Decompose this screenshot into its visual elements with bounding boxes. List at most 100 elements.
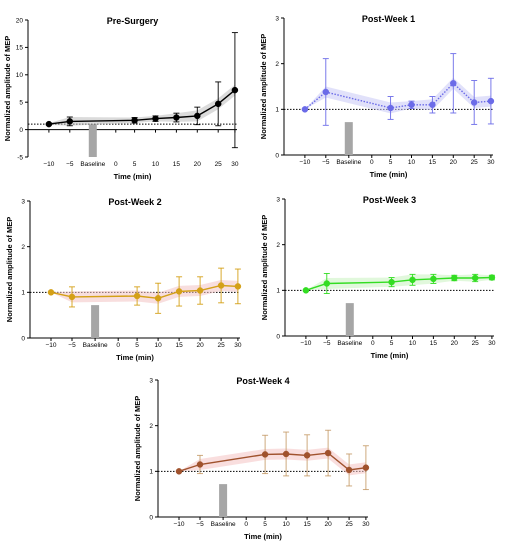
y-tick-label: -5 [17, 154, 23, 161]
x-tick-label: 10 [409, 340, 417, 347]
y-axis-label: Normalized amplitude of MEP [133, 396, 142, 501]
series-line [178, 452, 366, 472]
x-tick-label: 25 [472, 340, 480, 347]
x-tick-label: 15 [429, 159, 437, 166]
y-tick-label: 3 [149, 377, 153, 384]
y-tick-label: 0 [149, 514, 153, 521]
x-tick-label: 0 [116, 342, 120, 349]
data-point [234, 283, 242, 290]
x-tick-label: 5 [135, 342, 139, 349]
data-point [429, 101, 436, 109]
x-tick-label: 25 [215, 161, 223, 168]
x-tick-label: −5 [322, 159, 330, 166]
x-axis-label: Time (min) [370, 170, 408, 179]
data-point [451, 274, 458, 282]
data-point [301, 106, 309, 113]
baseline-bar [91, 305, 100, 338]
chart-title: Pre-Surgery [107, 16, 159, 26]
chart-panel-3: Post-Week 2 0 1 2 3 Normalized amplitude of M… [5, 197, 242, 362]
x-tick-label: 25 [471, 159, 479, 166]
x-axis-label: Time (min) [244, 532, 282, 541]
y-tick-label: 1 [276, 288, 280, 295]
chart-panel-4: Post-Week 3 0 1 2 3 Normalized amplitude of M… [260, 195, 496, 360]
baseline-bar [344, 122, 353, 155]
x-tick-label: −5 [323, 340, 331, 347]
y-tick-label: 2 [275, 61, 279, 68]
x-tick-label: 0 [244, 521, 248, 528]
x-tick-label: −10 [43, 161, 54, 168]
x-tick-label: 15 [303, 521, 311, 528]
data-point [194, 112, 201, 120]
x-tick-label: 30 [362, 521, 370, 528]
data-point [66, 118, 74, 125]
y-axis-label: Normalized amplitude of MEP [5, 217, 14, 322]
y-tick-label: 0 [275, 152, 279, 159]
x-tick-label: 20 [196, 342, 204, 349]
data-point [175, 468, 183, 475]
error-band [48, 84, 235, 126]
data-point [450, 80, 457, 87]
data-point [131, 117, 138, 124]
x-tick-label: Baseline [211, 521, 236, 528]
y-tick-label: 1 [21, 290, 25, 297]
data-point [68, 293, 76, 301]
x-tick-label: −10 [300, 340, 311, 347]
x-tick-label: 0 [370, 159, 374, 166]
x-tick-label: 20 [324, 521, 332, 528]
x-tick-label: 10 [282, 521, 290, 528]
y-tick-label: 1 [275, 107, 279, 114]
data-point [362, 464, 370, 471]
error-band [305, 274, 492, 291]
chart-panel-2: Post-Week 1 0 1 2 3 Normalized amplitude of M… [259, 14, 495, 179]
data-point [324, 449, 332, 457]
data-point [430, 275, 437, 283]
baseline-bar [345, 303, 354, 336]
x-tick-label: −5 [196, 521, 204, 528]
chart-title: Post-Week 3 [363, 195, 416, 205]
data-point [261, 451, 269, 458]
x-tick-label: −10 [173, 521, 184, 528]
data-point [387, 104, 394, 112]
x-tick-label: 20 [451, 340, 459, 347]
y-tick-label: 2 [276, 242, 280, 249]
data-point [388, 278, 395, 286]
x-tick-label: 0 [114, 161, 118, 168]
series-line [50, 284, 238, 300]
data-point [488, 274, 496, 281]
data-point [214, 100, 222, 108]
x-tick-label: −5 [68, 342, 76, 349]
x-tick-label: −10 [299, 159, 310, 166]
data-point [302, 287, 310, 294]
y-tick-label: 15 [16, 45, 24, 52]
error-band [304, 77, 491, 114]
y-axis-label: Normalized amplitude of MEP [260, 215, 269, 320]
baseline-bar [88, 124, 97, 157]
data-point [323, 280, 331, 287]
x-tick-label: 15 [430, 340, 438, 347]
x-tick-label: 20 [194, 161, 202, 168]
data-point [196, 461, 204, 468]
data-point [231, 86, 239, 94]
baseline-bar [219, 484, 228, 517]
data-point [282, 450, 290, 458]
y-tick-label: 3 [21, 198, 25, 205]
x-tick-label: 30 [488, 340, 496, 347]
x-tick-label: 15 [175, 342, 183, 349]
chart-title: Post-Week 4 [236, 376, 289, 386]
x-tick-label: Baseline [83, 342, 108, 349]
y-tick-label: 3 [276, 196, 280, 203]
x-axis-label: Time (min) [116, 353, 154, 362]
data-point [408, 101, 415, 109]
x-tick-label: −5 [66, 161, 74, 168]
x-tick-label: 10 [152, 161, 160, 168]
x-tick-label: 25 [345, 521, 353, 528]
chart-title: Post-Week 2 [108, 197, 161, 207]
y-tick-label: 0 [276, 333, 280, 340]
error-band [51, 280, 238, 304]
data-point [154, 295, 162, 302]
x-tick-label: 25 [217, 342, 225, 349]
x-tick-label: 15 [173, 161, 181, 168]
x-tick-label: 10 [154, 342, 162, 349]
chart-panel-5: Post-Week 4 0 1 2 3 Normalized amplitude of M… [133, 376, 370, 541]
